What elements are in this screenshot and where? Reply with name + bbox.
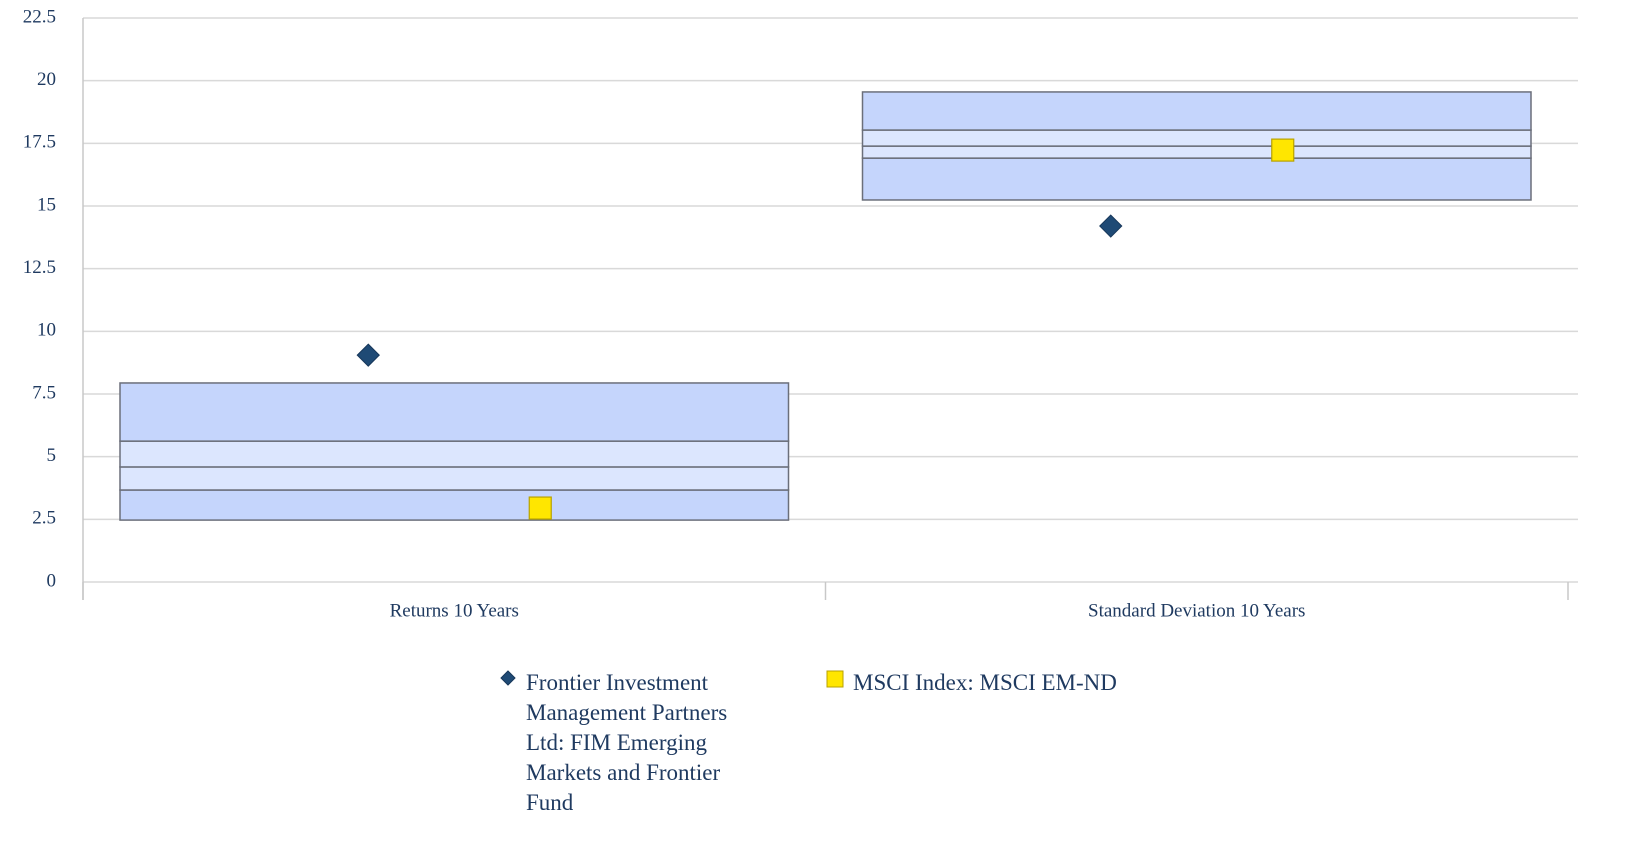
legend-entry: Frontier Investment Management Partners … bbox=[500, 668, 760, 818]
y-tick-label: 10 bbox=[37, 320, 56, 341]
y-tick-label: 5 bbox=[47, 445, 57, 466]
box-segment bbox=[861, 145, 1532, 159]
legend-marker bbox=[826, 670, 844, 688]
legend-label: Frontier Investment Management Partners … bbox=[526, 670, 728, 815]
marker bbox=[1271, 138, 1295, 162]
y-tick-label: 7.5 bbox=[32, 382, 56, 403]
marker bbox=[1099, 214, 1123, 238]
y-tick-label: 20 bbox=[37, 69, 56, 90]
y-tick-label: 2.5 bbox=[32, 508, 56, 529]
marker bbox=[356, 343, 380, 367]
box-segment bbox=[861, 129, 1532, 147]
x-tick-label: Standard Deviation 10 Years bbox=[1088, 600, 1305, 621]
box-segment bbox=[119, 489, 790, 521]
y-tick-label: 17.5 bbox=[23, 132, 56, 153]
y-tick-label: 0 bbox=[47, 570, 57, 591]
x-tick-label: Returns 10 Years bbox=[390, 600, 519, 621]
y-tick-label: 12.5 bbox=[23, 257, 56, 278]
marker bbox=[528, 496, 552, 520]
y-tick-label: 22.5 bbox=[23, 6, 56, 27]
legend-label: MSCI Index: MSCI EM-ND bbox=[853, 670, 1117, 695]
box-segment bbox=[119, 440, 790, 468]
y-tick-label: 15 bbox=[37, 194, 56, 215]
box-segment bbox=[119, 382, 790, 442]
legend-entry: MSCI Index: MSCI EM-ND bbox=[826, 668, 1186, 698]
box-segment bbox=[861, 157, 1532, 201]
box-segment bbox=[861, 91, 1532, 131]
box-segment bbox=[119, 466, 790, 491]
legend-marker bbox=[500, 670, 516, 686]
